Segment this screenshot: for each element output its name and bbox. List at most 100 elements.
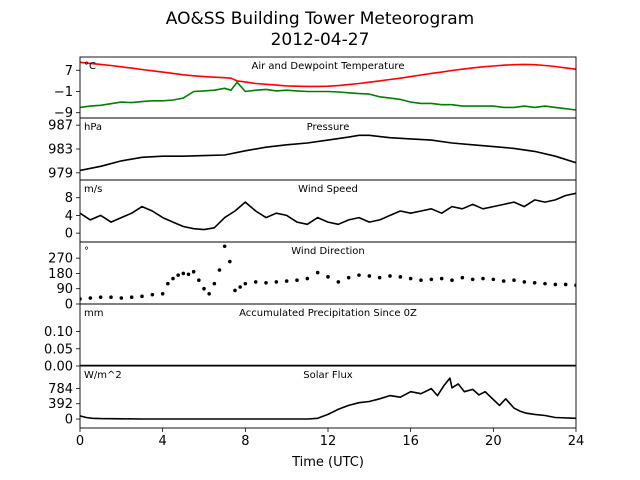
data-point	[491, 277, 496, 282]
panel-4: 0.10 0.05 0.00 mm Accumulated Precipitation …	[44, 303, 577, 375]
data-point	[119, 296, 124, 300]
data-point	[481, 276, 485, 281]
data-point	[140, 294, 144, 299]
series-points	[80, 244, 576, 301]
x-tick-label: 8	[241, 434, 249, 449]
panels: 7−1−9°C Air and Dewpoint Temperature98798…	[44, 56, 577, 429]
panel-title: Pressure	[307, 122, 350, 133]
data-point	[398, 275, 403, 279]
panel-title: Accumulated Precipitation Since 0Z	[239, 308, 417, 319]
y-tick-label: −1	[54, 85, 73, 100]
data-point	[160, 292, 165, 296]
y-tick-label: 0.10	[44, 325, 73, 340]
panel-0: 7 −1 −9 °C Air and Dewpoint Temperature	[54, 56, 577, 121]
series-line-1	[80, 81, 576, 111]
data-point	[129, 295, 134, 300]
data-point	[512, 278, 516, 283]
data-point	[197, 278, 201, 283]
data-point	[357, 273, 361, 277]
data-point	[284, 279, 289, 283]
data-point	[253, 280, 258, 284]
data-point	[553, 282, 558, 287]
y-tick-label: 8	[65, 191, 73, 206]
data-point	[419, 278, 423, 283]
y-tick-label: −9	[54, 106, 73, 121]
data-point	[191, 269, 196, 274]
y-tick-label: 784	[48, 382, 73, 397]
series-line-0	[80, 377, 576, 420]
panel-title: Wind Speed	[298, 184, 358, 195]
data-point	[346, 275, 351, 280]
panel-units: W/m^2	[84, 370, 122, 381]
data-point	[326, 275, 330, 279]
y-tick-label: 0.05	[44, 342, 73, 357]
panel-units: hPa	[84, 122, 102, 133]
data-point	[181, 271, 186, 276]
data-point	[408, 276, 413, 281]
y-tick-label: 4	[65, 209, 73, 224]
data-point	[88, 296, 93, 300]
x-tick-label: 16	[402, 434, 419, 449]
x-tick-label: 4	[159, 434, 167, 449]
data-point	[460, 275, 465, 280]
data-point	[336, 280, 341, 284]
x-tick-label: 12	[320, 434, 337, 449]
x-axis-label: Time (UTC)	[291, 455, 364, 470]
data-point	[109, 295, 113, 300]
y-tick-label: 180	[48, 267, 73, 282]
data-point	[202, 286, 206, 291]
data-point	[264, 280, 268, 285]
data-point	[522, 280, 527, 284]
data-point	[176, 273, 180, 277]
data-point	[450, 278, 454, 283]
panel-title: Wind Direction	[291, 246, 365, 257]
data-point	[150, 292, 155, 297]
data-point	[207, 292, 211, 296]
data-point	[315, 270, 320, 275]
data-point	[429, 277, 434, 282]
data-point	[305, 276, 310, 281]
data-point	[274, 280, 279, 284]
y-tick-label: 7	[65, 64, 73, 79]
panel-title: Solar Flux	[303, 370, 353, 381]
data-point	[439, 276, 444, 281]
data-point	[217, 268, 222, 272]
y-tick-label: 270	[48, 252, 73, 267]
panel-title: Air and Dewpoint Temperature	[252, 61, 405, 72]
y-tick-label: 0	[65, 298, 73, 313]
panel-units: mm	[84, 308, 103, 319]
data-point	[367, 274, 372, 278]
y-tick-label: 392	[48, 397, 73, 412]
data-point	[222, 244, 227, 249]
data-point	[470, 277, 475, 282]
panel-2: 8 4 0 m/s Wind Speed	[65, 179, 577, 243]
data-point	[563, 282, 568, 287]
x-axis: 0 4 8 12 16 20 24	[76, 428, 584, 449]
data-point	[171, 276, 175, 281]
y-tick-label: 0.00	[44, 360, 73, 375]
figure-title: AO&SS Building Tower Meteorogram	[166, 9, 474, 29]
data-point	[98, 295, 103, 300]
data-point	[295, 278, 299, 283]
y-tick-label: 0	[65, 413, 73, 428]
series-line-0	[80, 61, 576, 88]
data-point	[166, 281, 170, 286]
data-point	[186, 272, 191, 277]
series-line-0	[80, 192, 576, 231]
data-point	[228, 259, 232, 264]
data-point	[532, 280, 537, 285]
data-point	[543, 281, 547, 286]
x-tick-label: 20	[485, 434, 502, 449]
data-point	[233, 288, 237, 293]
data-point	[501, 279, 506, 283]
data-point	[212, 281, 217, 286]
data-point	[238, 285, 242, 289]
y-tick-label: 0	[65, 227, 73, 242]
y-tick-label: 983	[48, 143, 73, 158]
y-tick-label: 90	[56, 282, 73, 297]
y-tick-label: 979	[48, 166, 73, 181]
panel-1: 987 983 979 hPa Pressure	[48, 117, 577, 181]
